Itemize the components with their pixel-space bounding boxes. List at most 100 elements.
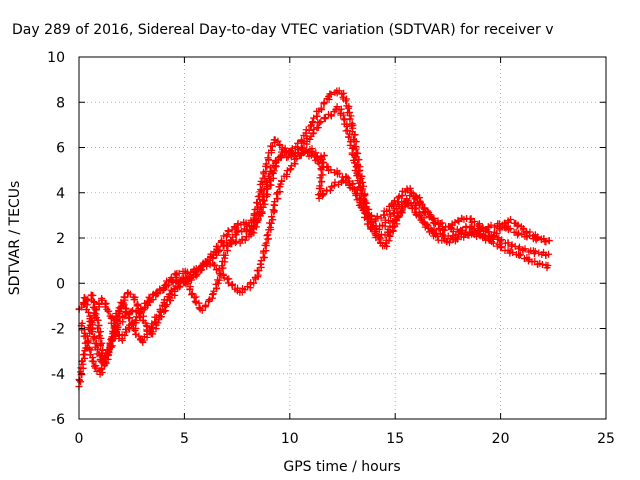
- y-tick-labels: -6 -4 -2 0 2 4 6 8 10: [47, 50, 65, 428]
- plus-marker: [453, 235, 461, 243]
- plus-marker: [163, 277, 171, 285]
- plus-marker: [86, 345, 94, 353]
- plus-marker: [462, 230, 470, 238]
- plus-marker: [156, 285, 164, 293]
- plus-marker: [326, 186, 334, 194]
- plus-marker: [126, 314, 134, 322]
- plus-marker: [474, 221, 482, 229]
- plus-marker: [344, 133, 352, 141]
- plus-marker: [343, 126, 351, 134]
- axis-ticks: [78, 56, 607, 420]
- plus-marker: [429, 215, 437, 223]
- plus-marker: [498, 243, 506, 251]
- plus-marker: [234, 226, 242, 234]
- plus-marker: [85, 308, 93, 316]
- plus-marker: [167, 274, 175, 282]
- plus-marker: [264, 154, 272, 162]
- plus-marker: [399, 203, 407, 211]
- plus-marker: [286, 166, 294, 174]
- plus-marker: [346, 115, 354, 123]
- y-tick-label: 2: [56, 231, 65, 247]
- plus-marker: [224, 279, 232, 287]
- plus-marker: [144, 297, 152, 305]
- plus-marker: [97, 342, 105, 350]
- plus-marker: [84, 295, 92, 303]
- data-series: [75, 145, 553, 369]
- plus-marker: [208, 290, 216, 298]
- plus-marker: [335, 169, 343, 177]
- plus-marker: [274, 137, 282, 145]
- plus-marker: [368, 225, 376, 233]
- plus-marker: [131, 295, 139, 303]
- plus-marker: [214, 279, 222, 287]
- plus-marker: [88, 357, 96, 365]
- x-tick-labels: 0 5 10 15 20 25: [75, 431, 615, 447]
- plus-marker: [507, 216, 515, 224]
- plus-marker: [210, 262, 218, 270]
- plus-marker: [128, 320, 136, 328]
- plus-marker: [274, 195, 282, 203]
- plus-marker: [121, 294, 129, 302]
- plus-marker: [353, 190, 361, 198]
- y-tick-label: -6: [51, 412, 65, 428]
- plus-marker: [306, 135, 314, 143]
- plus-marker: [531, 247, 539, 255]
- plus-marker: [542, 238, 550, 246]
- plus-marker: [345, 104, 353, 112]
- plus-marker: [87, 346, 95, 354]
- plus-marker: [163, 296, 171, 304]
- y-tick-label: 8: [56, 95, 65, 111]
- plus-marker: [272, 158, 280, 166]
- plus-marker: [278, 177, 286, 185]
- plus-marker: [310, 125, 318, 133]
- plus-marker: [221, 251, 229, 259]
- plus-marker: [383, 242, 391, 250]
- plus-marker: [318, 178, 326, 186]
- plus-marker: [261, 254, 269, 262]
- plus-marker: [317, 104, 325, 112]
- plus-marker: [424, 224, 432, 232]
- plus-marker: [433, 233, 441, 240]
- plus-marker: [309, 150, 317, 158]
- x-tick-label: 25: [597, 431, 615, 447]
- plus-marker: [217, 237, 225, 245]
- plus-marker: [504, 239, 512, 247]
- plus-marker: [412, 193, 420, 201]
- plus-marker: [347, 112, 355, 120]
- plus-marker: [99, 346, 107, 354]
- plus-marker: [331, 178, 339, 186]
- plus-marker: [406, 184, 414, 192]
- plus-marker: [308, 118, 316, 126]
- plus-marker: [95, 300, 103, 308]
- plus-marker: [297, 136, 305, 144]
- plus-marker: [81, 332, 89, 340]
- plus-marker: [386, 210, 394, 218]
- plus-marker: [262, 239, 270, 247]
- plus-marker: [489, 239, 497, 247]
- plus-marker: [517, 251, 525, 259]
- x-tick-label: 10: [281, 431, 299, 447]
- plus-marker: [409, 189, 417, 197]
- plus-marker: [493, 229, 501, 237]
- plus-marker: [93, 316, 101, 324]
- plus-marker: [91, 364, 99, 372]
- plus-marker: [214, 243, 222, 251]
- y-tick-label: 10: [47, 50, 65, 66]
- plus-marker: [194, 266, 202, 274]
- plus-marker: [138, 337, 146, 345]
- plus-marker: [320, 158, 328, 166]
- plus-marker: [175, 277, 183, 285]
- data-series: [77, 148, 553, 378]
- plus-marker: [317, 165, 325, 173]
- plus-marker: [454, 216, 462, 224]
- plus-marker: [345, 108, 353, 116]
- plus-marker: [480, 232, 488, 240]
- plus-marker: [394, 198, 402, 206]
- plus-marker: [485, 233, 493, 241]
- plus-marker: [319, 189, 327, 197]
- plus-marker: [423, 220, 431, 228]
- plus-marker: [104, 349, 112, 357]
- plus-marker: [526, 228, 534, 236]
- plus-marker: [307, 122, 315, 130]
